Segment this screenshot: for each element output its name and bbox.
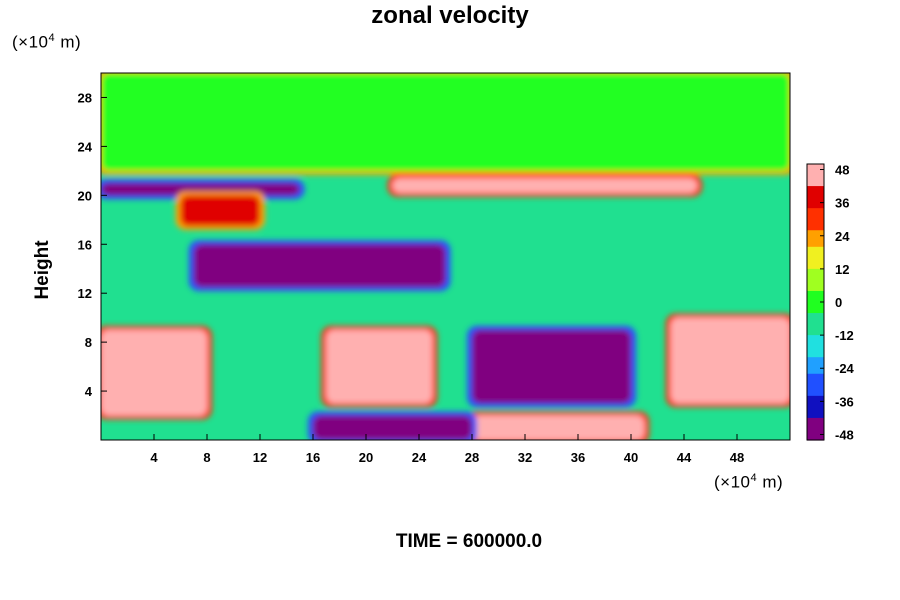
colorbar-step [807,324,824,331]
colorbar-tick-label: 12 [835,262,849,277]
colorbar-tick-label: 48 [835,163,849,178]
x-axis: 4 8 12 16 20 24 28 32 36 40 44 48 [150,434,744,465]
x-tick-label: 48 [730,450,744,465]
colorbar-step [807,164,824,171]
colorbar-step [807,390,824,397]
colorbar-step [807,175,824,182]
colorbar-step [807,241,824,248]
field-region [472,329,631,404]
field-region [326,329,433,404]
colorbar-step [807,263,824,270]
y-tick-label: 20 [78,188,92,203]
x-tick-label: 20 [359,450,373,465]
colorbar-step [807,208,824,215]
colorbar-tick-label: -36 [835,394,854,409]
field-region [313,415,472,440]
colorbar-step [807,224,824,231]
colorbar-step [807,318,824,325]
colorbar-step [807,252,824,259]
colorbar-step [807,257,824,264]
field-region [101,329,207,416]
colorbar-step [807,169,824,176]
x-tick-label: 28 [465,450,479,465]
colorbar-step [807,335,824,342]
colorbar-step [807,302,824,309]
colorbar: 48 36 24 12 0 -12 -24 -36 -48 [806,163,855,442]
y-tick-label: 28 [78,90,92,105]
colorbar-step [807,351,824,358]
x-tick-label: 24 [412,450,427,465]
colorbar-step [807,368,824,375]
chart-title: zonal velocity [371,2,529,29]
colorbar-step [807,202,824,209]
colorbar-tick-label: 0 [835,295,842,310]
colorbar-step [807,428,824,436]
field-region [472,415,645,440]
y-tick-label: 24 [78,139,93,154]
colorbar-step [807,290,824,298]
colorbar-step [807,274,824,281]
time-label: TIME = 600000.0 [395,531,543,552]
y-axis-unit: (×104 m) [12,32,82,52]
colorbar-step [807,412,824,419]
colorbar-step [807,401,824,408]
colorbar-step [807,191,824,198]
field-region [392,178,698,193]
colorbar-step [807,417,824,425]
colorbar-step [807,279,824,287]
x-tick-label: 32 [518,450,532,465]
colorbar-step [807,235,824,242]
x-tick-label: 12 [253,450,267,465]
colorbar-tick-label: 36 [835,196,849,211]
colorbar-step [807,180,824,187]
field-regions [101,73,790,440]
colorbar-tick-label: -24 [835,361,855,376]
velocity-field [101,73,790,440]
colorbar-tick-label: -48 [835,427,854,442]
colorbar-step [807,213,824,220]
colorbar-step [807,357,824,364]
field-region [101,73,790,171]
x-axis-unit: (×104 m) [714,472,784,492]
colorbar-step [807,434,824,441]
x-tick-label: 40 [624,450,638,465]
colorbar-step [807,219,824,226]
colorbar-step [807,186,824,193]
colorbar-step [807,197,824,204]
colorbar-step [807,379,824,386]
colorbar-step [807,329,824,336]
x-tick-label: 8 [203,450,210,465]
x-tick-label: 36 [571,450,585,465]
colorbar-step [807,296,824,303]
y-tick-label: 12 [78,286,92,301]
colorbar-step [807,406,824,413]
colorbar-step [807,346,824,353]
x-tick-label: 44 [677,450,692,465]
y-tick-label: 8 [85,335,92,350]
colorbar-step [807,268,824,275]
plot-frame [100,72,791,441]
field-region [670,317,790,404]
colorbar-step [807,373,824,380]
colorbar-step [807,384,824,391]
x-tick-label: 4 [150,450,158,465]
colorbar-step [807,230,824,237]
colorbar-step [807,395,824,402]
field-region [180,195,260,226]
y-axis: 4 8 12 16 20 24 28 [78,90,107,399]
colorbar-step [807,246,824,253]
colorbar-step [807,313,824,320]
field-region [193,244,446,288]
y-tick-label: 4 [85,384,93,399]
colorbar-step [807,362,824,369]
colorbar-step [807,423,824,430]
y-tick-label: 16 [78,237,92,252]
colorbar-step [807,340,824,347]
colorbar-step [807,307,824,314]
colorbar-step [807,285,824,292]
colorbar-tick-label: 24 [835,229,850,244]
colorbar-tick-label: -12 [835,328,854,343]
x-tick-label: 16 [306,450,320,465]
